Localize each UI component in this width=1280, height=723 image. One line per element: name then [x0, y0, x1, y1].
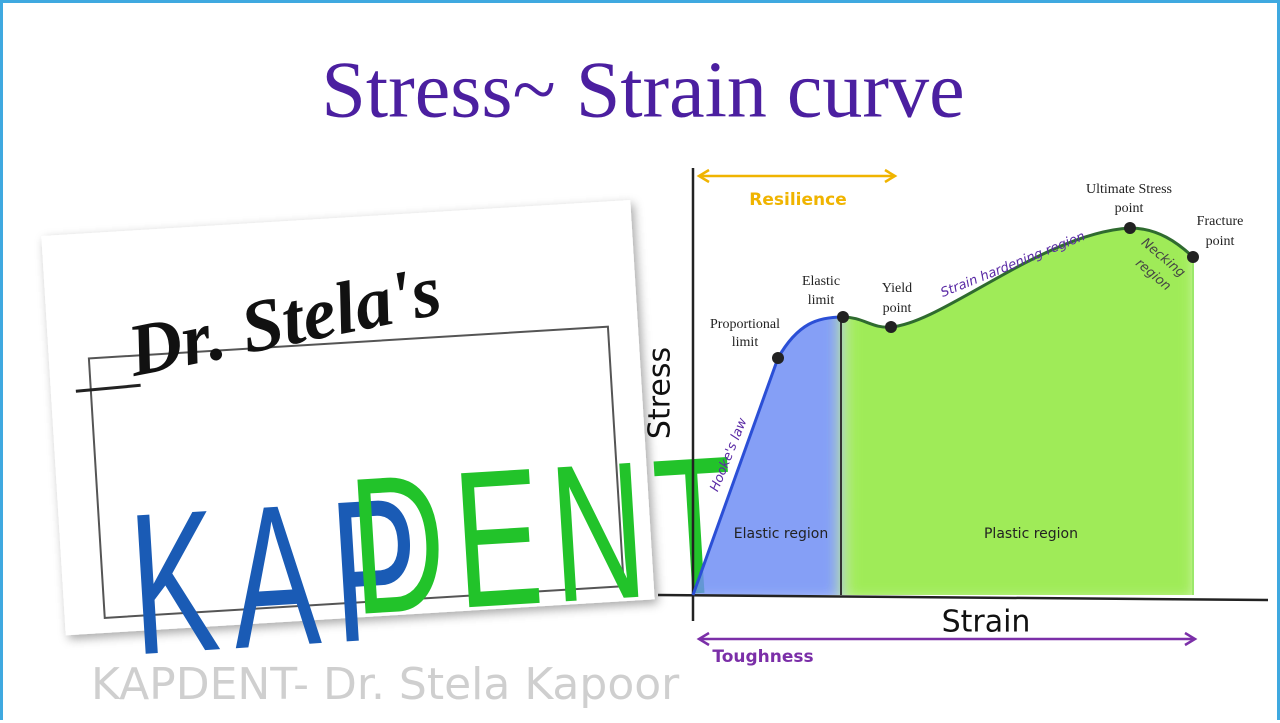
plastic-curve — [842, 226, 1195, 329]
point — [1124, 222, 1136, 234]
elastic-curve — [776, 315, 844, 359]
brand-green: DENT — [344, 415, 750, 656]
card — [41, 200, 655, 636]
point — [772, 352, 784, 364]
plastic-region: Plastic region — [984, 526, 1078, 542]
toughness-label: Toughness — [712, 647, 813, 667]
resilience-arrowheads — [696, 168, 898, 184]
point-label: limit — [732, 335, 759, 350]
logo-card: Dr. Stela's KAP DENT — [41, 200, 751, 697]
signature-stroke — [75, 383, 141, 393]
point-label: Ultimate Stress — [1086, 182, 1172, 197]
point-label: limit — [808, 293, 835, 308]
y-axis-label: Stress — [643, 347, 678, 439]
regions — [693, 228, 1193, 595]
toughness-arrowheads — [696, 631, 1198, 647]
point-label: point — [1115, 201, 1144, 216]
point-label: Yield — [882, 281, 912, 296]
stress-strain-diagram: Resilience Toughness Stress Strain Hooke… — [643, 168, 1269, 667]
point-label: Fracture — [1197, 214, 1244, 229]
title: Stress~ Strain curve — [321, 46, 964, 134]
footer: KAPDENT- Dr. Stela Kapoor — [91, 659, 680, 710]
point — [837, 311, 849, 323]
point-label: Elastic — [802, 274, 840, 289]
point-label: Proportional — [710, 317, 780, 332]
x-axis — [657, 593, 1269, 602]
linear-segment — [691, 357, 780, 596]
x-axis-label: Strain — [942, 605, 1031, 640]
point — [1187, 251, 1199, 263]
point — [885, 321, 897, 333]
resilience-label: Resilience — [749, 190, 846, 210]
point-label: point — [883, 301, 912, 316]
card-frame — [87, 325, 625, 619]
brand-blue: KAP — [124, 454, 439, 697]
elastic-region: Elastic region — [734, 526, 828, 542]
slide-canvas: Stress~ Strain curve Dr. Stela's KAP DEN… — [41, 46, 1269, 710]
point-label: point — [1206, 234, 1235, 249]
